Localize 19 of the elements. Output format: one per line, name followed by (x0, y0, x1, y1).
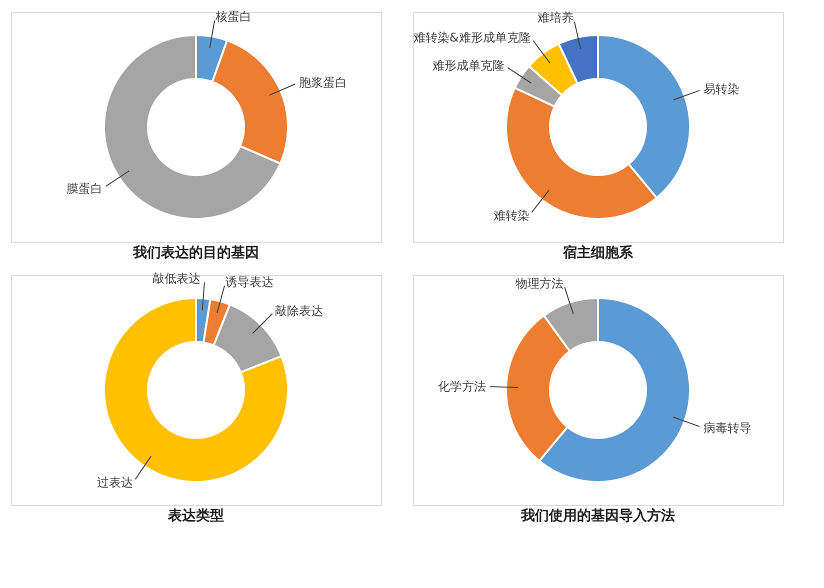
text: 我们表达的目的基因 (132, 245, 259, 261)
slice-label: 诱导表达 (226, 274, 274, 289)
slice-label: 难形成单克隆 (431, 58, 504, 73)
slice-label: 敲低表达 (152, 271, 200, 286)
slice-label: 难转染 (492, 208, 530, 222)
text: 宿主细胞系 (562, 244, 634, 261)
slice-label: 化学方法 (438, 379, 486, 394)
slice-label: 敲除表达 (275, 304, 324, 318)
slice-label: 病毒转导 (703, 420, 752, 435)
slice-label: 难转染&难形成单克隆 (412, 30, 531, 44)
slice-label: 过表达 (97, 476, 134, 490)
slice-label: 核蛋白 (214, 10, 252, 24)
text: 表达类型 (167, 508, 224, 524)
slice-label: 胞浆蛋白 (298, 76, 347, 90)
slice-label: 易转染 (703, 82, 740, 96)
slice-label: 难培养 (536, 10, 574, 25)
slice-label: 膜蛋白 (66, 181, 102, 196)
slice-label: 物理方法 (515, 276, 564, 290)
text: 我们使用的基因导入方法 (520, 507, 675, 524)
